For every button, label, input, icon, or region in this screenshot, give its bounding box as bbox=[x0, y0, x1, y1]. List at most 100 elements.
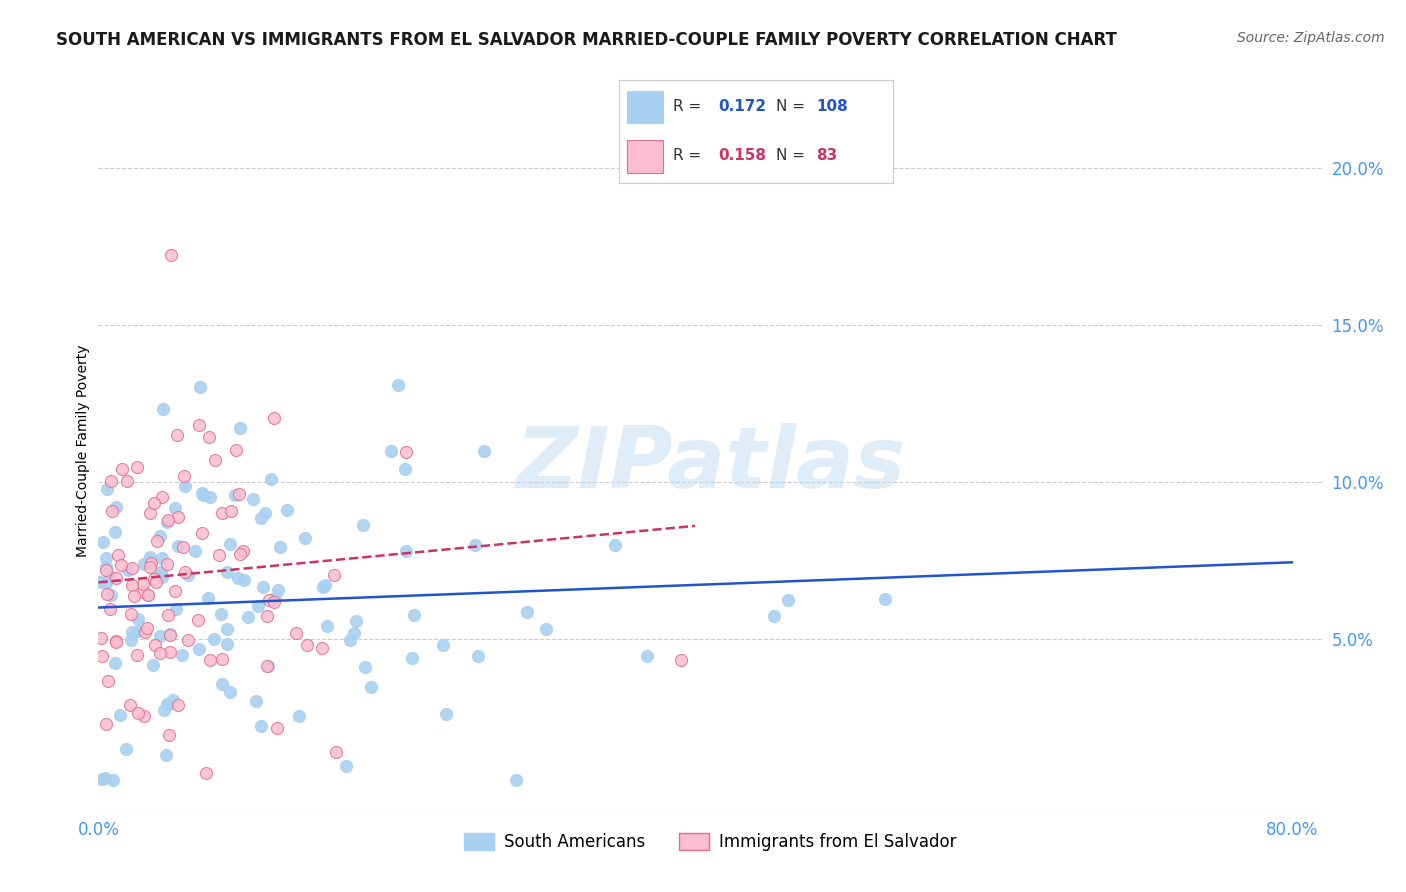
Text: Source: ZipAtlas.com: Source: ZipAtlas.com bbox=[1237, 31, 1385, 45]
Point bbox=[200, 491, 222, 505]
Point bbox=[91, 535, 114, 549]
Text: SOUTH AMERICAN VS IMMIGRANTS FROM EL SALVADOR MARRIED-COUPLE FAMILY POVERTY CORR: SOUTH AMERICAN VS IMMIGRANTS FROM EL SAL… bbox=[56, 31, 1118, 49]
Point bbox=[132, 585, 155, 599]
Point bbox=[166, 510, 188, 524]
Point bbox=[157, 697, 180, 711]
Point bbox=[100, 588, 122, 602]
Point bbox=[174, 479, 197, 493]
Point bbox=[159, 628, 181, 642]
Point bbox=[152, 551, 174, 566]
Point bbox=[295, 638, 318, 652]
Point bbox=[108, 707, 131, 722]
Point bbox=[259, 592, 281, 607]
Point bbox=[120, 698, 142, 713]
Point bbox=[145, 575, 167, 590]
Point bbox=[157, 607, 180, 622]
Point bbox=[215, 637, 238, 651]
Point bbox=[120, 607, 142, 621]
Point bbox=[94, 559, 117, 574]
Point bbox=[314, 578, 336, 592]
Point bbox=[89, 574, 111, 589]
Point bbox=[96, 483, 118, 497]
Point bbox=[873, 591, 896, 606]
Point bbox=[394, 461, 416, 475]
Point bbox=[339, 633, 361, 648]
Point bbox=[156, 558, 179, 572]
Text: R =: R = bbox=[673, 99, 707, 114]
Point bbox=[176, 568, 198, 582]
Point bbox=[187, 642, 209, 657]
Point bbox=[505, 773, 527, 788]
Point bbox=[166, 698, 188, 713]
Point bbox=[159, 644, 181, 658]
Point bbox=[127, 460, 149, 475]
Point bbox=[636, 648, 658, 663]
Point bbox=[197, 591, 219, 606]
Point bbox=[343, 626, 366, 640]
Point bbox=[467, 648, 489, 663]
Point bbox=[323, 568, 346, 582]
Point bbox=[404, 608, 426, 623]
Point bbox=[162, 692, 184, 706]
Point bbox=[294, 531, 316, 545]
Point bbox=[194, 765, 217, 780]
Point bbox=[136, 588, 159, 602]
Point bbox=[90, 632, 112, 646]
Point bbox=[200, 653, 222, 667]
Point bbox=[312, 580, 335, 594]
Point bbox=[202, 632, 225, 646]
Point bbox=[242, 491, 264, 506]
Point bbox=[90, 648, 112, 663]
Y-axis label: Married-Couple Family Poverty: Married-Couple Family Poverty bbox=[76, 344, 90, 557]
Point bbox=[156, 698, 179, 712]
Point bbox=[257, 659, 280, 673]
Point bbox=[669, 653, 692, 667]
Point bbox=[101, 504, 124, 518]
Point bbox=[432, 638, 454, 652]
Point bbox=[516, 605, 538, 619]
Point bbox=[121, 561, 143, 575]
Point bbox=[139, 560, 162, 574]
Point bbox=[94, 771, 117, 785]
Point bbox=[191, 486, 214, 500]
Text: R =: R = bbox=[673, 148, 707, 163]
Point bbox=[105, 635, 128, 649]
Legend: South Americans, Immigrants from El Salvador: South Americans, Immigrants from El Salv… bbox=[457, 826, 963, 857]
Point bbox=[104, 656, 127, 670]
Point bbox=[225, 442, 247, 457]
Point bbox=[232, 543, 254, 558]
Point bbox=[250, 511, 273, 525]
Point bbox=[104, 634, 127, 648]
Point bbox=[146, 534, 169, 549]
Point bbox=[464, 538, 486, 552]
Point bbox=[288, 709, 311, 723]
Point bbox=[124, 590, 146, 604]
Point bbox=[150, 565, 173, 579]
Point bbox=[96, 563, 118, 577]
Point bbox=[132, 558, 155, 572]
Bar bbox=[627, 91, 662, 123]
Point bbox=[138, 588, 160, 602]
Point bbox=[247, 599, 270, 614]
Point bbox=[159, 627, 181, 641]
Point bbox=[156, 515, 179, 529]
Point bbox=[472, 444, 495, 458]
Point bbox=[157, 728, 180, 742]
Point bbox=[236, 610, 259, 624]
Point bbox=[198, 430, 221, 444]
Point bbox=[211, 652, 233, 666]
Point bbox=[217, 565, 239, 579]
Text: 83: 83 bbox=[815, 148, 838, 163]
Point bbox=[98, 569, 121, 583]
Point bbox=[190, 526, 212, 541]
Point bbox=[98, 602, 121, 616]
Point bbox=[325, 745, 347, 759]
Point bbox=[228, 487, 250, 501]
Point bbox=[605, 537, 627, 551]
Point bbox=[177, 633, 200, 648]
Point bbox=[159, 248, 181, 262]
Point bbox=[143, 496, 166, 510]
Point bbox=[163, 500, 186, 515]
Text: ZIPatlas: ZIPatlas bbox=[515, 424, 905, 507]
Point bbox=[107, 548, 129, 562]
